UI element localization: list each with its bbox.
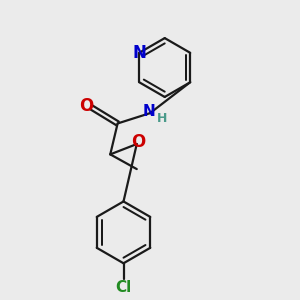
Text: Cl: Cl: [116, 280, 132, 295]
Text: O: O: [131, 133, 145, 151]
Text: O: O: [80, 97, 94, 115]
Text: N: N: [132, 44, 146, 62]
Text: H: H: [157, 112, 167, 125]
Text: N: N: [143, 104, 156, 119]
